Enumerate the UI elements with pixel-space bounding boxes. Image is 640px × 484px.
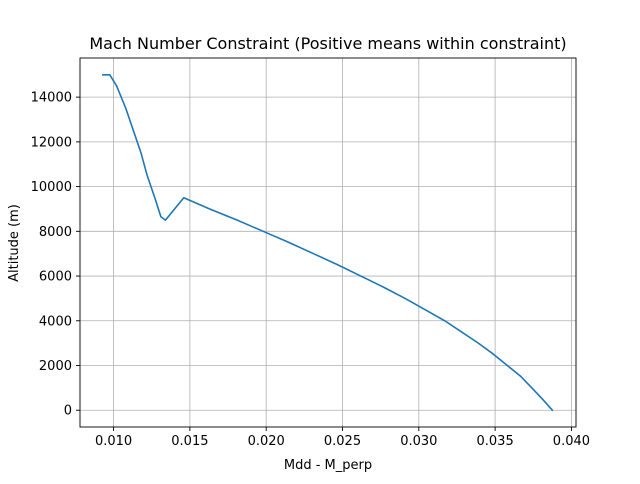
series-layer [102, 73, 554, 412]
x-axis-label: Mdd - M_perp [284, 458, 372, 473]
y-tick-label-1: 2000 [39, 359, 72, 374]
x-tick-label-3: 0.025 [324, 434, 361, 449]
x-tick-label-1: 0.015 [171, 434, 208, 449]
y-tick-label-0: 0 [64, 404, 72, 419]
axes-layer [79, 57, 577, 428]
x-tick-label-5: 0.035 [477, 434, 514, 449]
x-tick-label-0: 0.010 [95, 434, 132, 449]
y-tick-label-6: 12000 [31, 135, 72, 150]
chart-title: Mach Number Constraint (Positive means w… [89, 34, 566, 53]
y-axis-label: Altitude (m) [7, 204, 22, 282]
y-tick-label-3: 6000 [39, 270, 72, 285]
y-tick-label-7: 14000 [31, 91, 72, 106]
x-tick-label-4: 0.030 [400, 434, 437, 449]
x-tick-label-2: 0.020 [248, 434, 285, 449]
x-tick-label-6: 0.040 [553, 434, 590, 449]
y-tick-label-5: 10000 [31, 180, 72, 195]
ticks-layer: 0.010 0.015 0.020 0.025 0.030 0.035 0.040 0 2000… [31, 91, 590, 449]
grid-layer [80, 58, 576, 427]
series-line-0 [102, 73, 554, 412]
y-tick-label-4: 8000 [39, 225, 72, 240]
axes-frame [79, 57, 577, 428]
y-tick-label-2: 4000 [39, 314, 72, 329]
